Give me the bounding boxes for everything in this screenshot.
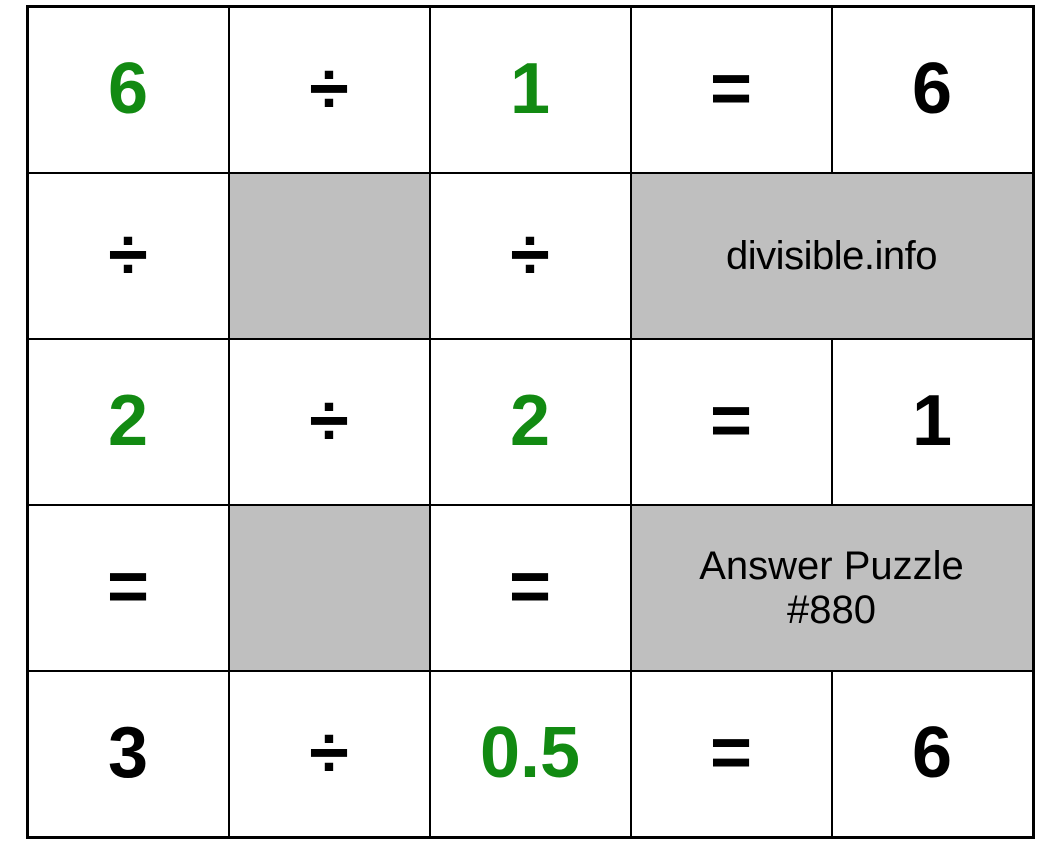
- cell-r0c0-operand: 6: [29, 8, 228, 172]
- cell-r3c1-blank: [230, 506, 429, 670]
- cell-r3-puzzle-label: Answer Puzzle #880: [632, 506, 1032, 670]
- cell-r2c0-operand: 2: [29, 340, 228, 504]
- cell-r2c1-operator: ÷: [230, 340, 429, 504]
- cell-r2c4-result: 1: [833, 340, 1032, 504]
- cell-r0c1-operator: ÷: [230, 8, 429, 172]
- cell-r1c1-blank: [230, 174, 429, 338]
- puzzle-label-line2: #880: [699, 588, 964, 632]
- cell-r4c1-operator: ÷: [230, 672, 429, 836]
- puzzle-grid: 6 ÷ 1 = 6 ÷ ÷ divisible.info 2 ÷ 2 = 1 =…: [26, 5, 1035, 839]
- cell-r4c3-equals: =: [632, 672, 831, 836]
- cell-r4c4-result: 6: [833, 672, 1032, 836]
- cell-r0c2-operand: 1: [431, 8, 630, 172]
- cell-r2c3-equals: =: [632, 340, 831, 504]
- puzzle-label-line1: Answer Puzzle: [699, 544, 964, 588]
- cell-r1-site-label: divisible.info: [632, 174, 1032, 338]
- cell-r0c3-equals: =: [632, 8, 831, 172]
- cell-r4c2-operand: 0.5: [431, 672, 630, 836]
- cell-r1c0-operator: ÷: [29, 174, 228, 338]
- cell-r3c0-equals: =: [29, 506, 228, 670]
- cell-r3c2-equals: =: [431, 506, 630, 670]
- cell-r4c0-operand: 3: [29, 672, 228, 836]
- cell-r0c4-result: 6: [833, 8, 1032, 172]
- cell-r2c2-operand: 2: [431, 340, 630, 504]
- cell-r1c2-operator: ÷: [431, 174, 630, 338]
